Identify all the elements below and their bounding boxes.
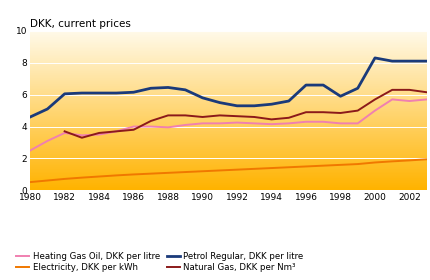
Legend: Heating Gas Oil, DKK per litre, Electricity, DKK per kWh, Petrol Regular, DKK pe: Heating Gas Oil, DKK per litre, Electric… bbox=[13, 248, 306, 276]
Text: DKK, current prices: DKK, current prices bbox=[30, 19, 131, 29]
